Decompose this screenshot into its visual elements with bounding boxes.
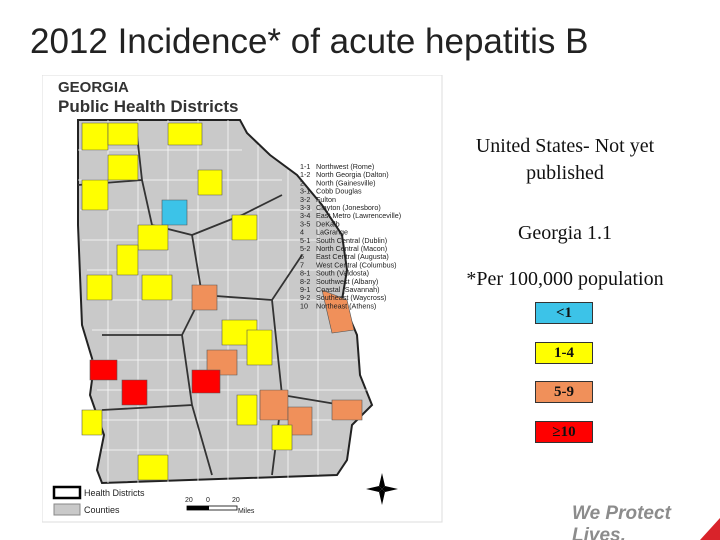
district-name: South Central (Dublin) [316,236,387,245]
district-name: North Central (Macon) [316,244,387,253]
district-name: South (Valdosta) [316,269,369,278]
district-name: East Central (Augusta) [316,252,389,261]
slide-title: 2012 Incidence* of acute hepatitis B [30,22,589,61]
scale-unit: Miles [238,508,255,515]
district-code: 3-1 [300,187,310,196]
district-code: 6 [300,252,304,261]
district-code: 3-5 [300,219,310,228]
district-code: 8-2 [300,277,310,286]
district-name: LaGrange [316,228,348,237]
map-subheading: Public Health Districts [58,97,238,116]
district-name: Clayton (Jonesboro) [316,203,381,212]
map-heading: GEORGIA [58,79,129,96]
georgia-rate: Georgia 1.1 [517,222,613,244]
key-label: Health Districts [84,488,145,498]
district-name: Coastal (Savannah) [316,285,380,294]
district-code: 7 [300,260,304,269]
district-name: Fulton [316,195,336,204]
rate-note: *Per 100,000 population [466,268,664,290]
scale-tick: 20 [232,497,240,504]
district-code: 5-1 [300,236,310,245]
district-name: Northwest (Rome) [316,162,374,171]
district-code: 3-4 [300,211,310,220]
district-code: 5-2 [300,244,310,253]
map: GEORGIA Public Health Districts 1-1 North… [42,75,443,523]
district-code: 9-1 [300,285,310,294]
key-label: Counties [84,505,120,515]
district-name: Southwest (Albany) [316,277,378,286]
map-header-bg [54,77,274,119]
district-code: 3-2 [300,195,310,204]
district-name: Southeast (Waycross) [316,293,386,302]
district-code: 10 [300,301,308,310]
incidence-counties [81,122,363,481]
district-name: East Metro (Lawrenceville) [316,211,401,220]
district-name: North Georgia (Dalton) [316,170,389,179]
district-name: North (Gainesville) [316,178,376,187]
scale-bar [187,506,209,510]
scale-tick: 20 [185,497,193,504]
district-code: 1-2 [300,170,310,179]
district-code: 3-3 [300,203,310,212]
legend-item: 1-4 [535,341,593,364]
district-code: 4 [300,228,304,237]
legend-item: 5-9 [535,381,593,403]
key-health-district-swatch [52,485,82,500]
legend-item: ≥10 [535,420,593,443]
district-name: DeKalb [316,219,340,228]
footer-slogan: We Protect Lives. [572,503,671,540]
key-county-swatch [53,503,81,516]
district-code: 9-2 [300,293,310,302]
district-list: 1-1 Northwest (Rome) 1-2 North Georgia (Dal… [300,162,401,310]
district-name: West Central (Columbus) [316,260,397,269]
us-note: United States- Not yet published [475,135,655,184]
compass [366,473,398,505]
district-code: 8-1 [300,269,310,278]
district-code: 2 [300,178,304,187]
scale-tick: 0 [206,497,210,504]
district-code: 1-1 [300,162,310,171]
district-name: Cobb Douglas [316,187,362,196]
legend-item: <1 [535,302,593,324]
district-name: Northeast (Athens) [316,301,376,310]
